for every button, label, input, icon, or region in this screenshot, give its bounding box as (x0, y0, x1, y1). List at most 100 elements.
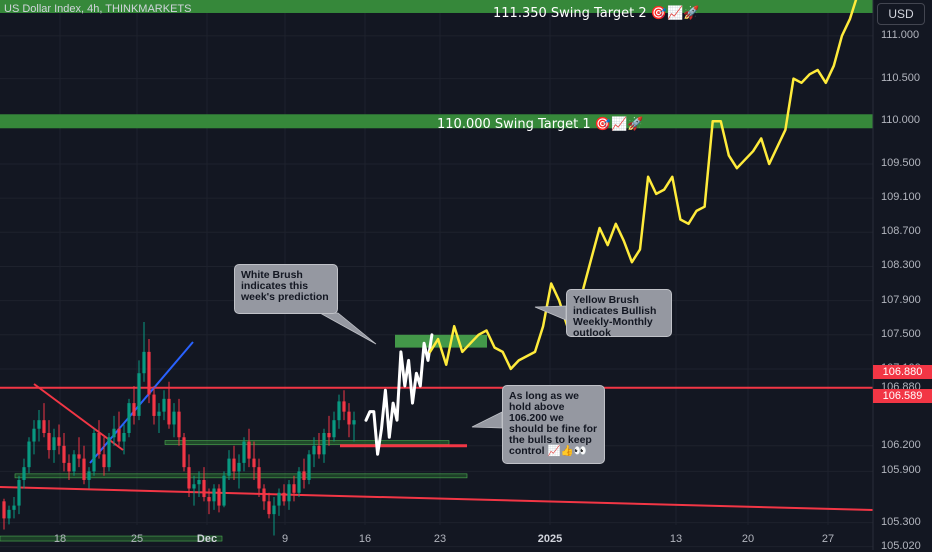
candle-body (67, 462, 71, 472)
time-tick: 2025 (537, 533, 563, 545)
candle-body (262, 488, 266, 502)
candle-body (212, 488, 216, 502)
candle-body (202, 479, 206, 498)
demand-zones (0, 334, 487, 542)
candle-body (287, 484, 291, 502)
candle-body (307, 454, 311, 480)
price-tick: 105.300 (881, 515, 921, 528)
candle-body (112, 428, 116, 438)
candle-body (267, 501, 271, 515)
chart-title: US Dollar Index, 4h, THINKMARKETS (4, 3, 192, 15)
time-tick: 16 (358, 533, 372, 545)
price-label-106880: 106.880 (873, 365, 932, 379)
time-tick: 27 (821, 533, 835, 545)
breakout-zone (395, 334, 487, 348)
candle-body (197, 479, 201, 485)
candle-body (7, 509, 11, 519)
support-zone (164, 440, 450, 445)
target-2-label: 111.350 Swing Target 2 🎯📈🚀 (493, 6, 700, 21)
price-tick: 110.000 (881, 114, 920, 127)
candle-body (127, 403, 131, 433)
time-tick: 20 (741, 533, 755, 545)
candle-body (102, 454, 106, 468)
candle-body (62, 445, 66, 463)
candle-body (12, 505, 16, 510)
yellow-forecast-brush (428, 0, 858, 371)
time-tick: 9 (281, 533, 289, 545)
candle-body (322, 432, 326, 455)
price-tick: 109.100 (881, 191, 921, 204)
price-tick: 108.300 (881, 259, 921, 272)
candle-body (32, 428, 36, 442)
hold-note-pointer (471, 411, 503, 429)
candle-body (87, 471, 91, 480)
target-band (0, 114, 873, 129)
candle-body (237, 462, 241, 472)
support-trendline (0, 486, 874, 511)
uptrend-line (89, 341, 194, 464)
candle-body (97, 432, 101, 455)
candle-body (232, 458, 236, 472)
candle-body (342, 401, 346, 412)
target-1-label: 110.000 Swing Target 1 🎯📈🚀 (437, 117, 644, 132)
candle-body (82, 458, 86, 480)
candle-body (147, 351, 151, 395)
support-zone (14, 473, 468, 479)
candle-body (17, 479, 21, 506)
candle-body (347, 411, 351, 425)
candle-body (242, 441, 246, 463)
currency-selector[interactable]: USD (877, 3, 925, 25)
candle-body (52, 437, 56, 451)
candle-body (252, 458, 256, 468)
time-tick: 25 (130, 533, 144, 545)
candle-body (207, 497, 211, 502)
candle-body (282, 492, 286, 502)
candle-body (57, 437, 61, 446)
candle-body (337, 401, 341, 421)
time-tick: Dec (196, 533, 218, 545)
candle-body (42, 420, 46, 433)
candle-body (257, 467, 261, 489)
candle-body (162, 398, 166, 412)
target-band (0, 0, 873, 13)
candle-body (222, 475, 226, 506)
candle-body (272, 505, 276, 515)
candle-body (217, 488, 221, 506)
time-tick: 13 (669, 533, 683, 545)
candle-body (72, 454, 76, 472)
price-tick: 108.700 (881, 225, 921, 238)
white-brush-note: White Brush indicates this week's predic… (234, 264, 338, 314)
price-tick: 105.900 (881, 464, 921, 477)
support-zone (0, 535, 223, 542)
candle-body (187, 467, 191, 489)
chart-grid (0, 0, 873, 548)
candle-body (157, 411, 161, 416)
target-bands (0, 0, 873, 129)
candle-body (177, 411, 181, 438)
candle-body (107, 437, 111, 468)
candle-body (247, 441, 251, 459)
price-tick: 107.500 (881, 327, 921, 340)
candle-body (2, 501, 6, 519)
candle-body (132, 403, 136, 416)
candle-body (277, 492, 281, 506)
candle-body (317, 445, 321, 455)
candle-body (292, 484, 296, 493)
candle-body (192, 484, 196, 489)
candle-body (327, 432, 331, 438)
candles (2, 321, 356, 536)
candle-body (137, 373, 141, 416)
price-tick: 107.900 (881, 293, 921, 306)
candle-body (297, 471, 301, 493)
price-label-106589: 106.589 (873, 389, 932, 403)
candle-body (172, 411, 176, 425)
hold-note: As long as we hold above 106.200 we shou… (502, 385, 605, 464)
candle-body (182, 437, 186, 468)
trendlines (0, 341, 874, 511)
candle-body (22, 467, 26, 480)
candle-body (167, 398, 171, 425)
white-forecast-brush (364, 333, 434, 456)
candle-body (142, 351, 146, 374)
time-tick: 18 (53, 533, 67, 545)
